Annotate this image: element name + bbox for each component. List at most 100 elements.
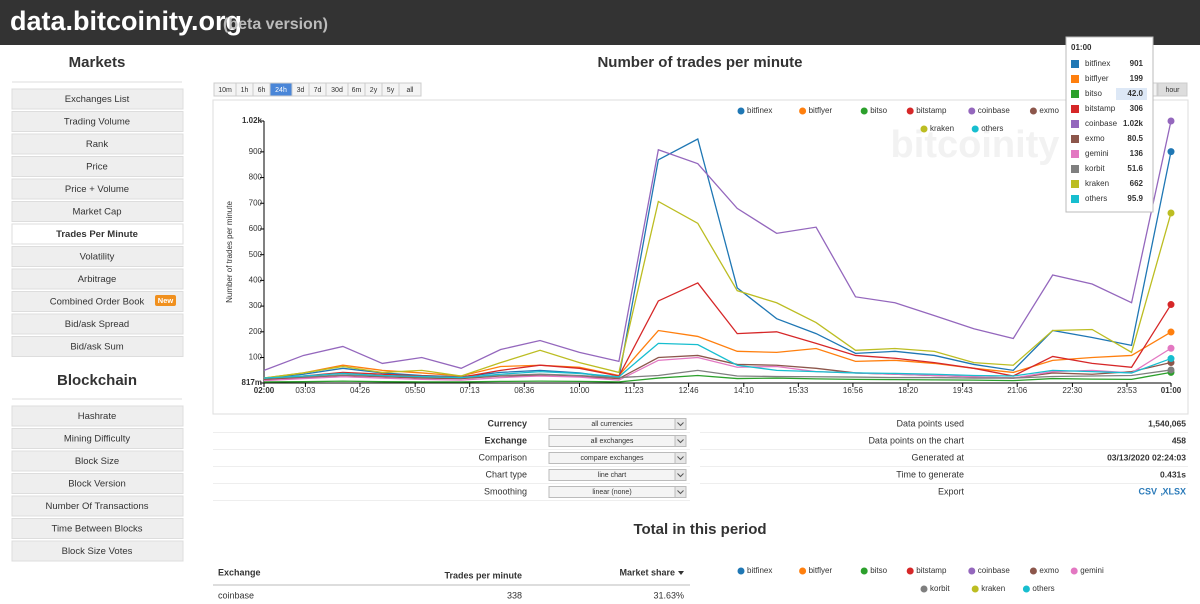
- legend-label: exmo: [1039, 106, 1059, 115]
- info-value: 03/13/2020 02:24:03: [1107, 452, 1186, 462]
- nav-label[interactable]: Block Size: [75, 456, 119, 467]
- nav-button[interactable]: [11, 540, 184, 562]
- nav-button[interactable]: [11, 111, 184, 132]
- x-tick-label: 08:36: [514, 386, 535, 395]
- nav-label[interactable]: Bid/ask Sum: [70, 342, 123, 353]
- nav-button[interactable]: [11, 518, 184, 539]
- nav-button[interactable]: [11, 428, 184, 449]
- range-label[interactable]: 2y: [370, 87, 378, 94]
- x-tick-label: 19:43: [953, 386, 974, 395]
- nav-label[interactable]: Arbitrage: [78, 274, 117, 285]
- select-value[interactable]: all exchanges: [591, 438, 634, 445]
- nav-button[interactable]: [11, 156, 184, 177]
- x-tick-label: 04:26: [350, 386, 371, 395]
- select-arrow-box[interactable]: [674, 486, 687, 498]
- control-label: Currency: [487, 418, 527, 428]
- nav-label[interactable]: Market Cap: [72, 207, 121, 218]
- control-label: Smoothing: [484, 486, 527, 496]
- tooltip-name: bitstamp: [1085, 104, 1116, 113]
- tooltip-value: 51.6: [1127, 164, 1143, 173]
- range-button[interactable]: [398, 82, 422, 97]
- tooltip-swatch: [1071, 165, 1079, 173]
- legend-label: bitfinex: [747, 566, 772, 575]
- range-label[interactable]: 1h: [241, 87, 249, 94]
- range-label[interactable]: 10m: [218, 87, 232, 94]
- x-tick-label: 11:23: [624, 386, 644, 395]
- info-label: Generated at: [911, 452, 964, 462]
- select-value[interactable]: compare exchanges: [580, 455, 644, 462]
- select-arrow: [677, 473, 684, 478]
- tooltip-value: 199: [1130, 74, 1144, 83]
- range-label[interactable]: 5y: [387, 87, 395, 94]
- export-link[interactable]: CSV: [1138, 486, 1157, 496]
- select-arrow-box[interactable]: [674, 435, 687, 447]
- y-tick-label: 700: [249, 198, 263, 207]
- tooltip-value: 80.5: [1127, 134, 1143, 143]
- resolution-label[interactable]: hour: [1165, 87, 1180, 94]
- select-arrow: [677, 439, 684, 444]
- nav-label[interactable]: Time Between Blocks: [52, 524, 143, 535]
- select-value[interactable]: line chart: [598, 472, 626, 479]
- nav-button[interactable]: [11, 133, 184, 155]
- nav-label[interactable]: Price + Volume: [65, 184, 129, 195]
- select-arrow-box[interactable]: [674, 469, 687, 481]
- tooltip-highlight: [1116, 88, 1147, 100]
- legend-swatch: [971, 125, 979, 133]
- site-title[interactable]: data.bitcoinity.org: [10, 6, 242, 36]
- nav-button[interactable]: [11, 201, 184, 222]
- legend-swatch: [1022, 585, 1030, 593]
- nav-button[interactable]: [11, 450, 184, 472]
- range-label[interactable]: 6m: [352, 87, 362, 94]
- nav-label[interactable]: Rank: [86, 139, 108, 150]
- nav-button[interactable]: [11, 313, 184, 335]
- export-link[interactable]: XLSX: [1162, 486, 1186, 496]
- nav-button[interactable]: [11, 88, 184, 110]
- nav-button[interactable]: [11, 405, 184, 427]
- end-marker: [1167, 344, 1175, 352]
- nav-label[interactable]: Block Size Votes: [62, 546, 133, 557]
- nav-label[interactable]: Mining Difficulty: [64, 434, 131, 445]
- range-label[interactable]: all: [406, 87, 413, 94]
- nav-label[interactable]: Combined Order Book: [50, 297, 145, 308]
- nav-label[interactable]: Block Version: [68, 479, 126, 490]
- legend-swatch: [737, 107, 745, 115]
- nav-label[interactable]: Hashrate: [78, 411, 117, 422]
- legend-swatch: [971, 585, 979, 593]
- tooltip-swatch: [1071, 195, 1079, 203]
- legend-label: coinbase: [978, 106, 1011, 115]
- range-label[interactable]: 7d: [314, 87, 322, 94]
- nav-button[interactable]: [11, 246, 184, 267]
- range-label[interactable]: 30d: [331, 87, 343, 94]
- tooltip-value: 901: [1130, 59, 1144, 68]
- legend-label: bitstamp: [916, 566, 947, 575]
- tooltip-swatch: [1071, 135, 1079, 143]
- nav-button[interactable]: [11, 223, 184, 245]
- x-tick-label: 05:50: [405, 386, 426, 395]
- tooltip-name: bitso: [1085, 89, 1102, 98]
- nav-button[interactable]: [11, 268, 184, 290]
- range-label[interactable]: 24h: [275, 87, 287, 94]
- nav-button[interactable]: [11, 495, 184, 517]
- nav-label[interactable]: Trades Per Minute: [56, 229, 138, 240]
- select-value[interactable]: all currencies: [591, 421, 633, 428]
- resolution-button[interactable]: [1157, 82, 1188, 97]
- select-value[interactable]: linear (none): [592, 489, 631, 496]
- nav-label[interactable]: Exchanges List: [65, 94, 130, 105]
- nav-button[interactable]: [11, 473, 184, 494]
- tooltip-name: bitflyer: [1085, 74, 1109, 83]
- select-arrow-box[interactable]: [674, 452, 687, 464]
- range-label[interactable]: 6h: [258, 87, 266, 94]
- nav-label[interactable]: Bid/ask Spread: [65, 319, 129, 330]
- y-tick-label: 300: [249, 301, 263, 310]
- nav-label[interactable]: Trading Volume: [64, 117, 130, 128]
- nav-button[interactable]: [11, 178, 184, 200]
- nav-label[interactable]: Volatility: [80, 252, 115, 263]
- nav-button[interactable]: [11, 336, 184, 357]
- nav-button[interactable]: [11, 291, 184, 312]
- nav-label[interactable]: Number Of Transactions: [46, 501, 149, 512]
- nav-label[interactable]: Price: [86, 162, 108, 173]
- legend-swatch: [968, 107, 976, 115]
- table-header[interactable]: Market share: [619, 567, 675, 577]
- range-label[interactable]: 3d: [297, 87, 305, 94]
- select-arrow-box[interactable]: [674, 418, 687, 430]
